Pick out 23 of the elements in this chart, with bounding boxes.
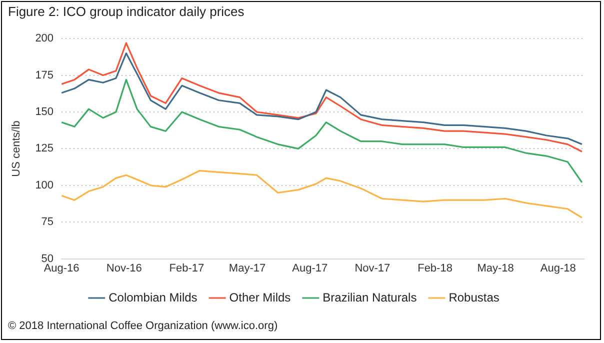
x-tick-label: Aug-16 <box>44 262 80 274</box>
x-tick-label: Feb-18 <box>418 262 452 274</box>
text: © 2018 International Coffee Organization (www.ico.org) <box>8 320 278 332</box>
legend-label: Other Milds <box>229 290 291 304</box>
y-tick-label: 100 <box>35 179 54 192</box>
legend-label: Brazilian Naturals <box>322 290 417 304</box>
x-tick-label: May-18 <box>477 262 514 274</box>
y-tick-label: 50 <box>41 252 54 265</box>
x-tick-label: Feb-17 <box>169 262 204 274</box>
x-tick-label: Aug-17 <box>292 262 328 274</box>
legend-label: Colombian Milds <box>108 290 198 304</box>
y-tick-label: 175 <box>35 69 54 82</box>
x-tick-label: Nov-17 <box>354 262 390 274</box>
y-tick-label: 150 <box>35 106 54 118</box>
x-tick-label: Aug-18 <box>540 262 576 274</box>
y-axis-title: US cents/lb <box>10 120 23 177</box>
x-tick-label: May-17 <box>228 262 266 274</box>
y-tick-label: 200 <box>35 32 54 45</box>
x-tick-label: Nov-16 <box>106 262 142 274</box>
chart-title: Figure 2: ICO group indicator daily prices <box>8 4 244 19</box>
y-tick-label: 75 <box>41 216 54 228</box>
y-tick-label: 125 <box>35 142 54 155</box>
legend-label: Robustas <box>448 290 500 304</box>
